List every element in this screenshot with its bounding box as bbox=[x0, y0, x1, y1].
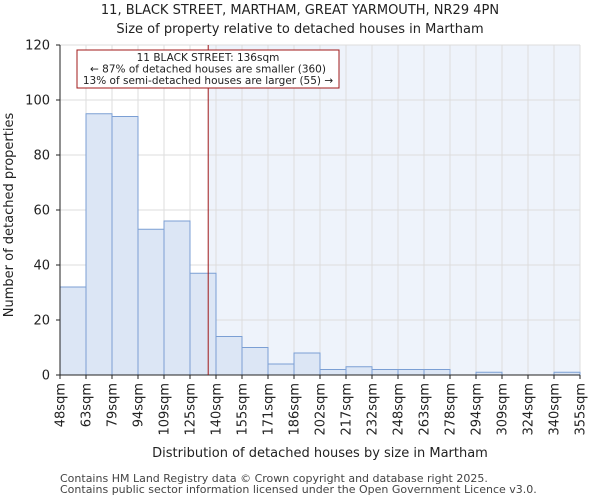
x-tick-label: 63sqm bbox=[80, 383, 95, 427]
annotation-line-3: 13% of semi-detached houses are larger (… bbox=[83, 75, 334, 87]
bar bbox=[85, 113, 113, 376]
chart-subtitle: Size of property relative to detached ho… bbox=[116, 22, 483, 37]
plot-area: 0 20 40 60 80 100 120 48sqm 63sqm 79sqm 94sqm 109sq… bbox=[25, 39, 588, 436]
x-tick-label: 125sqm bbox=[184, 383, 199, 436]
x-tick-label: 94sqm bbox=[132, 383, 147, 427]
x-tick-label: 155sqm bbox=[236, 383, 251, 436]
bar bbox=[397, 369, 425, 376]
bar bbox=[163, 220, 191, 376]
footer-line-2: Contains public sector information licen… bbox=[60, 483, 537, 496]
chart-title: 11, BLACK STREET, MARTHAM, GREAT YARMOUT… bbox=[101, 3, 499, 18]
x-tick-label: 340sqm bbox=[548, 383, 563, 436]
y-tick-label: 40 bbox=[33, 259, 50, 274]
x-axis-label: Distribution of detached houses by size … bbox=[152, 446, 488, 461]
bar bbox=[293, 352, 321, 376]
x-tick-label: 171sqm bbox=[262, 383, 277, 436]
bar bbox=[319, 369, 347, 376]
x-tick-label: 109sqm bbox=[158, 383, 173, 436]
y-tick-label: 0 bbox=[42, 369, 50, 384]
bar bbox=[241, 347, 269, 376]
x-tick-label: 48sqm bbox=[54, 383, 69, 427]
x-tick-label: 232sqm bbox=[366, 383, 381, 436]
annotation-box bbox=[76, 49, 340, 89]
x-tick-label: 278sqm bbox=[444, 383, 459, 436]
bar bbox=[189, 272, 217, 376]
x-tick-label: 248sqm bbox=[392, 383, 407, 436]
y-axis-label: Number of detached properties bbox=[2, 113, 17, 318]
y-tick-label: 120 bbox=[25, 39, 50, 54]
x-tick-label: 217sqm bbox=[340, 383, 355, 436]
y-tick-label: 60 bbox=[33, 204, 50, 219]
x-tick-label: 79sqm bbox=[106, 383, 121, 427]
annotation-line-2: ← 87% of detached houses are smaller (36… bbox=[90, 64, 326, 76]
y-tick-label: 80 bbox=[33, 149, 50, 164]
x-tick-label: 202sqm bbox=[314, 383, 329, 436]
bar bbox=[345, 366, 373, 376]
x-tick-label: 263sqm bbox=[418, 383, 433, 436]
y-tick-label: 100 bbox=[25, 94, 50, 109]
x-tick-label: 186sqm bbox=[288, 383, 303, 436]
bar bbox=[59, 286, 87, 376]
bar bbox=[111, 116, 139, 376]
bar bbox=[371, 369, 399, 376]
bar bbox=[215, 336, 243, 376]
bar bbox=[423, 369, 451, 376]
y-tick-label: 20 bbox=[33, 314, 50, 329]
bar bbox=[267, 363, 295, 376]
x-tick-label: 294sqm bbox=[470, 383, 485, 436]
annotation-line-1: 11 BLACK STREET: 136sqm bbox=[137, 52, 280, 64]
x-tick-label: 140sqm bbox=[210, 383, 225, 436]
x-tick-label: 309sqm bbox=[496, 383, 511, 436]
x-tick-label: 355sqm bbox=[574, 383, 589, 436]
x-tick-label: 324sqm bbox=[522, 383, 537, 436]
bar bbox=[137, 228, 165, 376]
footer-line-1: Contains HM Land Registry data © Crown c… bbox=[60, 472, 488, 485]
